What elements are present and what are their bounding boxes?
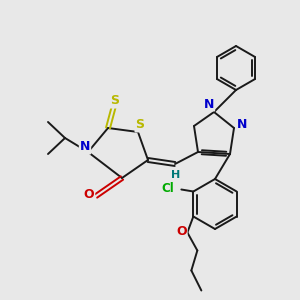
- Text: N: N: [80, 140, 90, 154]
- Text: N: N: [237, 118, 247, 130]
- Text: O: O: [84, 188, 94, 202]
- Text: S: S: [110, 94, 119, 107]
- Text: O: O: [176, 225, 187, 238]
- Text: N: N: [204, 98, 214, 110]
- Text: Cl: Cl: [161, 182, 174, 195]
- Text: S: S: [136, 118, 145, 131]
- Text: H: H: [171, 170, 181, 180]
